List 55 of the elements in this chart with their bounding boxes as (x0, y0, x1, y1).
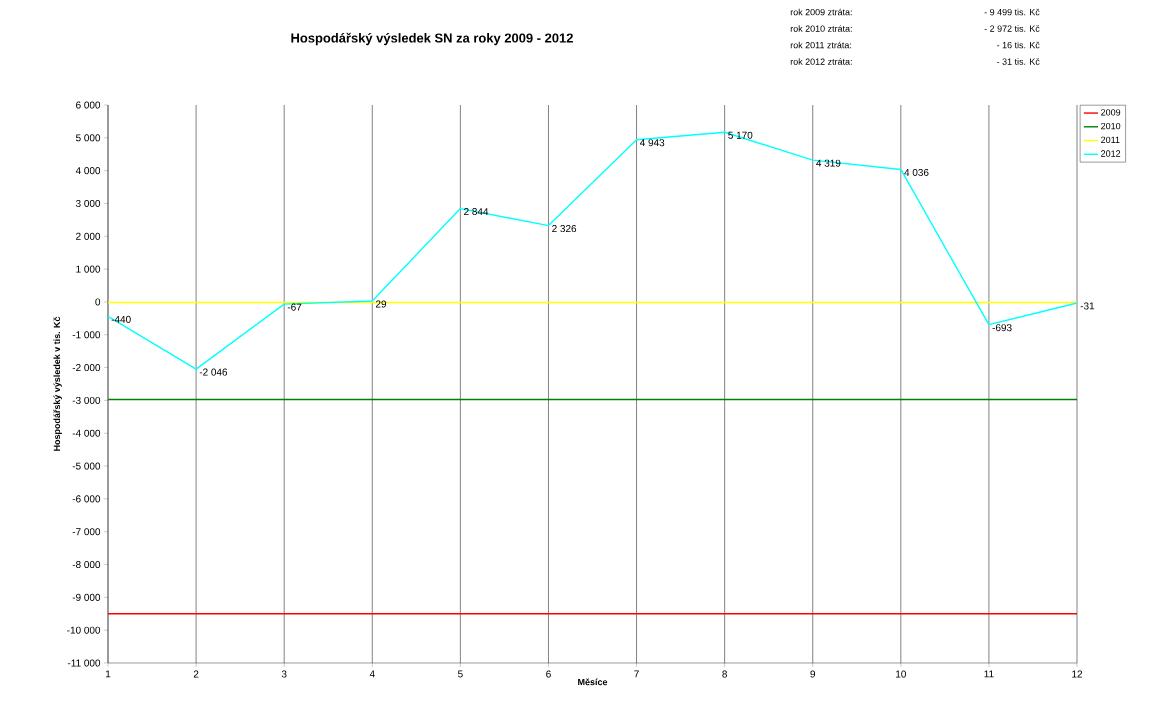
legend-label: 2011 (1101, 136, 1120, 143)
y-tick-label: -1 000 (72, 331, 101, 339)
text: rok 2009 ztráta: (790, 8, 852, 16)
text: - 16 tis. Kč (997, 41, 1040, 49)
text: - 9 499 tis. Kč (984, 8, 1040, 16)
line-series (107, 131, 1078, 370)
x-tick-label: 4 (369, 670, 375, 678)
x-tick-label: 2 (193, 670, 199, 678)
text: - 2 972 tis. Kč (984, 25, 1040, 32)
x-axis-title: Měsíce (578, 678, 608, 686)
text: rok 2012 ztráta: (790, 58, 852, 65)
y-tick-label: 3 000 (75, 199, 101, 207)
x-tick-label: 8 (722, 670, 727, 678)
data-label: 4 943 (639, 139, 665, 147)
y-tick-label: -8 000 (72, 561, 101, 569)
data-label: -31 (1080, 302, 1095, 310)
text: - 31 tis. Kč (997, 58, 1040, 65)
text: rok 2011 ztráta: (790, 41, 852, 49)
y-tick-label: 6 000 (76, 101, 101, 109)
x-tick-label: 3 (281, 670, 287, 678)
x-tick-label: 11 (984, 670, 994, 678)
y-tick-label: -6 000 (72, 495, 101, 503)
legend-label: 2010 (1101, 122, 1121, 130)
y-tick-label: -10 000 (67, 626, 101, 634)
y-axis-title: Hospodářský výsledek v tis. Kč (53, 316, 62, 451)
y-tick-label: 5 000 (75, 134, 101, 142)
data-label: -67 (287, 303, 302, 311)
text: rok 2010 ztráta: (790, 25, 852, 32)
y-tick-label: 2 000 (76, 232, 101, 240)
x-tick-label: 1 (106, 670, 111, 678)
data-label: -693 (992, 324, 1012, 332)
data-label: 5 170 (728, 131, 753, 139)
y-tick-label: 4 000 (75, 167, 101, 175)
data-label: 2 326 (552, 225, 577, 233)
y-tick-label: -9 000 (72, 593, 101, 601)
y-tick-label: -3 000 (72, 396, 101, 404)
y-tick-label: -5 000 (72, 462, 101, 470)
y-tick-label: -11 000 (67, 659, 101, 667)
x-tick-label: 9 (810, 670, 816, 678)
x-tick-label: 7 (634, 670, 639, 678)
chart-title: Hospodářský výsledek SN za roky 2009 - 2012 (291, 32, 573, 46)
x-tick-label: 12 (1072, 670, 1083, 678)
data-label: -2 046 (199, 368, 228, 376)
data-label: 4 036 (904, 168, 929, 176)
data-label: -440 (111, 315, 131, 323)
y-tick-label: 1 000 (76, 265, 101, 273)
x-tick-label: 5 (458, 670, 463, 678)
y-tick-label: -7 000 (72, 528, 101, 536)
x-tick-label: 10 (896, 670, 906, 678)
y-tick-label: 0 (95, 298, 101, 306)
legend-label: 2009 (1101, 109, 1121, 116)
y-tick-label: -2 000 (72, 364, 101, 372)
y-tick-label: -4 000 (72, 429, 101, 437)
x-tick-label: 6 (546, 670, 551, 678)
legend-label: 2012 (1101, 150, 1121, 157)
